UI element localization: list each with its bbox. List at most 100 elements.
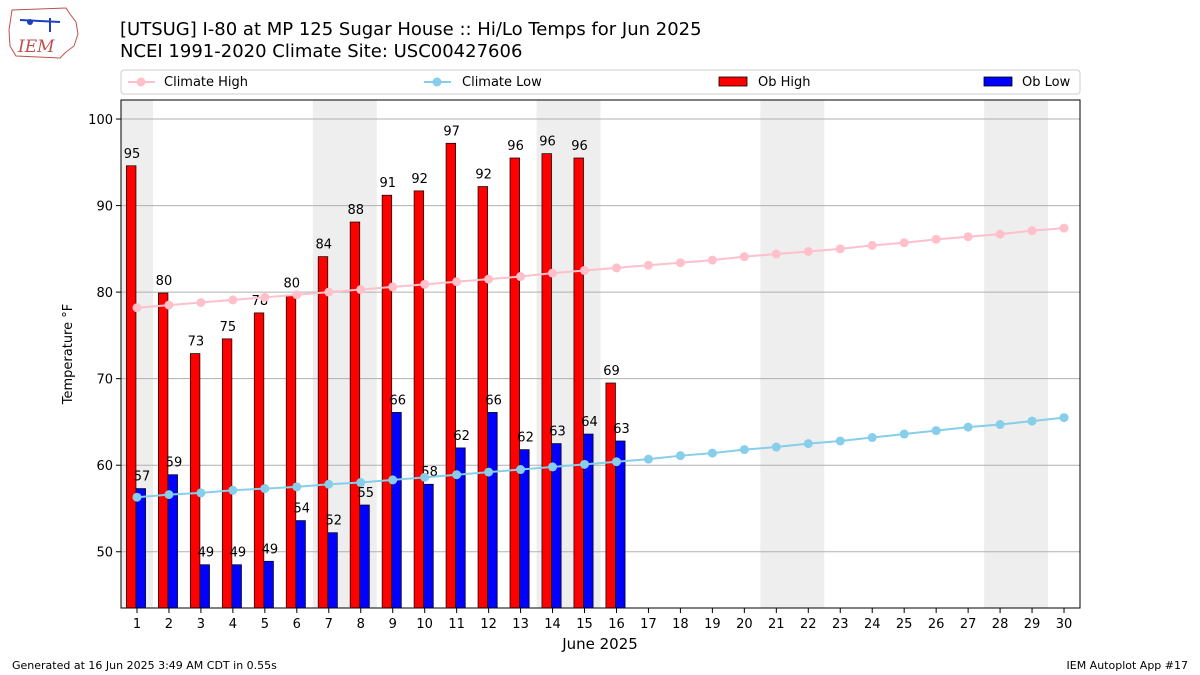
ob-high-bar — [317, 256, 329, 609]
climate-low-point — [1027, 416, 1037, 426]
ob-low-value-label: 62 — [517, 431, 534, 446]
ob-low-value-label: 52 — [326, 514, 343, 529]
x-tick-label: 26 — [928, 617, 945, 632]
svg-text:Climate High: Climate High — [164, 75, 248, 90]
legend-climate-low: Climate Low — [424, 75, 542, 90]
climate-high-point — [516, 272, 526, 282]
weekend-band — [760, 100, 825, 608]
climate-low-point — [292, 482, 302, 492]
ob-high-value-label: 92 — [475, 168, 492, 183]
ob-low-bar — [295, 520, 306, 609]
ob-high-bar — [509, 157, 520, 609]
x-tick-label: 27 — [960, 617, 977, 632]
ob-low-bar — [359, 504, 370, 609]
climate-high-point — [388, 282, 398, 292]
plot-frame — [120, 99, 1081, 609]
climate-low-point — [580, 459, 590, 469]
x-tick-label: 8 — [357, 617, 365, 632]
climate-low-point — [771, 442, 781, 452]
ob-high-bar — [285, 295, 297, 609]
y-tick-label: 60 — [96, 459, 113, 474]
ob-high-value-label: 84 — [316, 238, 333, 253]
ob-high-bar — [189, 353, 201, 609]
climate-low-line — [136, 416, 1065, 499]
x-tick-label: 19 — [704, 617, 721, 632]
ob-high-bar — [126, 165, 137, 609]
climate-low-point — [356, 478, 366, 488]
ob-high-bar — [221, 338, 233, 609]
x-tick-label: 22 — [800, 617, 817, 632]
climate-high-point — [771, 249, 781, 259]
ob-high-bar — [573, 157, 584, 609]
ob-high-bar — [349, 221, 361, 609]
ob-low-value-label: 64 — [581, 415, 598, 430]
x-tick-label: 5 — [261, 617, 269, 632]
chart-title-line1: [UTSUG] I-80 at MP 125 Sugar House :: Hi… — [120, 19, 702, 40]
climate-high-point — [452, 277, 462, 287]
ob-high-value-label: 96 — [571, 139, 588, 154]
climate-high-point — [132, 303, 142, 313]
ob-high-bar — [413, 190, 425, 609]
climate-high-point — [1059, 223, 1069, 233]
climate-high-point — [260, 292, 270, 302]
climate-high-point — [707, 255, 717, 265]
ob-low-value-label: 63 — [613, 422, 630, 437]
climate-low-point — [643, 454, 653, 464]
climate-high-point — [931, 234, 941, 244]
climate-low-point — [675, 451, 685, 461]
x-tick-label: 24 — [864, 617, 881, 632]
ob-low-value-label: 66 — [389, 393, 406, 408]
x-tick-label: 14 — [544, 617, 561, 632]
climate-low-point — [228, 485, 238, 495]
y-tick-label: 100 — [88, 113, 113, 128]
climate-low-point — [995, 420, 1005, 430]
ob-low-value-label: 63 — [549, 425, 566, 440]
climate-high-point — [739, 252, 749, 262]
legend-climate-high: Climate High — [128, 75, 248, 90]
x-tick-label: 16 — [608, 617, 625, 632]
climate-low-point — [707, 448, 717, 458]
climate-low-point — [132, 492, 142, 502]
x-tick-label: 3 — [197, 617, 205, 632]
climate-high-point — [228, 295, 238, 305]
ob-high-value-label: 91 — [379, 176, 396, 191]
climate-high-point — [675, 258, 685, 268]
x-tick-label: 21 — [768, 617, 785, 632]
y-tick-label: 90 — [96, 200, 113, 215]
ob-high-value-label: 80 — [156, 274, 173, 289]
climate-low-point — [420, 472, 430, 482]
ob-low-bar — [263, 560, 274, 609]
x-tick-label: 17 — [640, 617, 657, 632]
x-tick-label: 30 — [1056, 617, 1073, 632]
climate-high-point — [484, 274, 494, 284]
ob-high-bar — [253, 312, 265, 609]
climate-low-point — [388, 475, 398, 485]
ob-low-value-label: 62 — [453, 429, 470, 444]
footer-generated: Generated at 16 Jun 2025 3:49 AM CDT in … — [12, 659, 277, 672]
weekend-band — [984, 100, 1049, 608]
ob-high-value-label: 88 — [347, 203, 364, 218]
climate-low-point — [324, 479, 334, 489]
climate-high-point — [356, 285, 366, 295]
iem-logo: IEM — [8, 7, 79, 59]
climate-low-point — [196, 488, 206, 498]
y-tick-label: 70 — [96, 373, 113, 388]
x-tick-label: 9 — [389, 617, 397, 632]
ob-low-value-label: 55 — [357, 486, 374, 501]
climate-high-point — [611, 263, 621, 273]
x-tick-label: 28 — [992, 617, 1009, 632]
climate-low-point — [164, 490, 174, 500]
climate-low-point — [739, 445, 749, 455]
x-tick-label: 11 — [448, 617, 465, 632]
climate-low-point — [611, 457, 621, 467]
ob-low-bar — [327, 532, 338, 609]
ob-high-value-label: 92 — [411, 172, 428, 187]
ob-low-bar — [423, 483, 434, 609]
svg-text:Ob Low: Ob Low — [1022, 75, 1071, 90]
climate-high-point — [196, 298, 206, 308]
ob-high-bar — [445, 142, 456, 609]
climate-high-point — [420, 279, 430, 289]
climate-low-point — [516, 465, 526, 475]
x-axis-label: June 2025 — [561, 635, 638, 653]
